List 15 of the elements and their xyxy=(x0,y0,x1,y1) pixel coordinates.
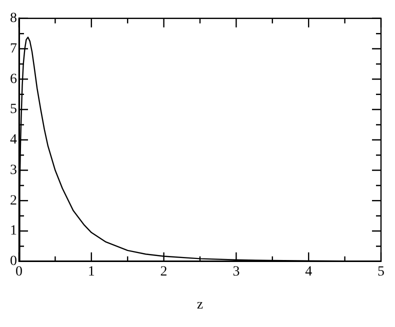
x-tick-label: 4 xyxy=(305,264,312,280)
y-tick-label: 1 xyxy=(10,224,17,239)
x-axis-title: z xyxy=(196,297,204,312)
y-tick-label: 6 xyxy=(10,72,17,87)
x-tick-label: 2 xyxy=(160,264,168,280)
x-tick-label: 3 xyxy=(232,264,240,280)
y-tick-label: 0 xyxy=(10,254,17,270)
y-tick-label: 3 xyxy=(10,162,17,178)
y-tick-label: 5 xyxy=(10,102,17,118)
x-tick-label: 5 xyxy=(378,264,384,280)
x-tick-label: 1 xyxy=(88,264,95,280)
y-tick-label: 2 xyxy=(10,193,17,208)
y-tick-label: 8 xyxy=(10,11,17,26)
y-tick-label: 7 xyxy=(10,41,17,56)
y-tick-label: 4 xyxy=(10,132,17,148)
